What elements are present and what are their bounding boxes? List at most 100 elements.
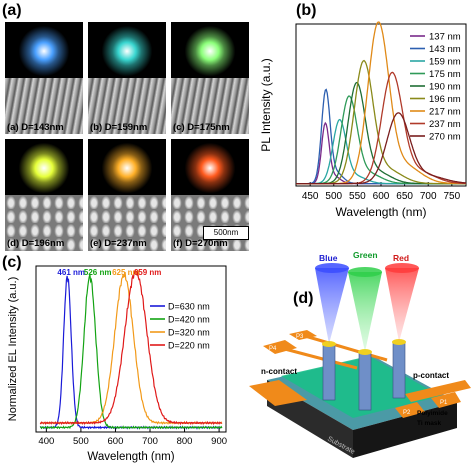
peak-label: 461 nm bbox=[57, 268, 85, 277]
scale-bar: 500nm bbox=[203, 226, 249, 240]
pad-p1 bbox=[431, 392, 461, 408]
x-tick-label: 700 bbox=[420, 191, 437, 202]
p4-label: P4 bbox=[269, 346, 277, 352]
panel-b: (b) 450 500 550 600 650 700 750 Wavelength (nm)… bbox=[250, 0, 474, 250]
polyimide-label: Polyimide bbox=[417, 410, 448, 417]
legend-label: D=630 nm bbox=[168, 302, 210, 312]
blue-beam bbox=[315, 268, 349, 344]
panel-b-label: (b) bbox=[296, 2, 317, 19]
legend-label: D=220 nm bbox=[168, 341, 210, 351]
pillar-red bbox=[392, 341, 406, 399]
trace-line bbox=[280, 346, 358, 370]
glow-image bbox=[5, 22, 83, 78]
legend-label: 190 nm bbox=[429, 82, 461, 93]
legend-label: 175 nm bbox=[429, 69, 461, 80]
x-tick-label: 500 bbox=[325, 191, 342, 202]
p2-label: P2 bbox=[403, 410, 411, 416]
micrograph-c bbox=[171, 22, 249, 134]
sem-image bbox=[171, 195, 249, 251]
p1-label: P1 bbox=[440, 400, 448, 406]
legend-label: 270 nm bbox=[429, 132, 461, 143]
glow-image bbox=[171, 22, 249, 78]
pillar-green bbox=[358, 351, 372, 411]
legend-label: 196 nm bbox=[429, 94, 461, 105]
pad-p4 bbox=[263, 340, 297, 354]
legend-label: 237 nm bbox=[429, 119, 461, 130]
p-contact-label: p-contact bbox=[413, 371, 449, 380]
micrograph-a bbox=[5, 22, 83, 134]
x-tick-label: 700 bbox=[142, 436, 158, 447]
panel-a: (a) (a) D=143nm (b) D=159nm (c) D=175nm … bbox=[0, 0, 250, 251]
el-spectra-chart: 400 500 600 700 800 900 Wavelength (nm) Normali… bbox=[7, 265, 227, 463]
p-contact-strip bbox=[405, 380, 471, 402]
y-axis-label: Normalized EL Intensity (a.u.) bbox=[7, 277, 19, 421]
x-axis-label: Wavelength (nm) bbox=[87, 451, 174, 463]
pl-spectra-chart: 450 500 550 600 650 700 750 Wavelength (nm) PL I… bbox=[259, 21, 467, 219]
series-line bbox=[39, 274, 223, 430]
panel-d: (d) Substrate bbox=[245, 252, 474, 476]
panel-d-label: (d) bbox=[293, 290, 314, 307]
legend-label: D=420 nm bbox=[168, 315, 210, 325]
substrate-side bbox=[353, 402, 457, 458]
green-beam bbox=[348, 272, 382, 352]
p3-label: P3 bbox=[296, 334, 304, 340]
blue-beam-top bbox=[315, 263, 349, 273]
y-axis-label: PL Intensity (a.u.) bbox=[259, 58, 273, 152]
caption-a: (a) D=143nm bbox=[7, 122, 64, 133]
red-beam bbox=[385, 268, 419, 342]
panel-c: (c) 400 500 600 700 800 900 Wavelength (nm) Nor… bbox=[0, 252, 245, 476]
peak-label: 625 nm bbox=[112, 268, 140, 277]
x-tick-label: 800 bbox=[177, 436, 193, 447]
sem-image bbox=[88, 78, 166, 134]
legend-label: 137 nm bbox=[429, 32, 461, 43]
caption-f: (f) D=270nm bbox=[173, 238, 228, 249]
red-label: Red bbox=[393, 253, 409, 263]
micrograph-d bbox=[5, 139, 83, 251]
series-line bbox=[296, 112, 467, 185]
x-tick-label: 750 bbox=[443, 191, 460, 202]
legend-label: D=320 nm bbox=[168, 328, 210, 338]
sem-image bbox=[5, 195, 83, 251]
x-tick-label: 600 bbox=[373, 191, 390, 202]
red-beam-top bbox=[385, 263, 419, 273]
scale-bar-label: 500nm bbox=[213, 228, 239, 237]
x-tick-label: 400 bbox=[38, 436, 54, 447]
glow-image bbox=[88, 22, 166, 78]
green-label: Green bbox=[353, 252, 378, 260]
pad-p2 bbox=[395, 402, 425, 418]
panel-a-label: (a) bbox=[2, 2, 22, 19]
x-tick-label: 450 bbox=[302, 191, 319, 202]
green-beam-top bbox=[348, 267, 382, 277]
caption-e: (e) D=237nm bbox=[90, 238, 147, 249]
glow-image bbox=[88, 139, 166, 195]
caption-d: (d) D=196nm bbox=[7, 238, 65, 249]
x-tick-label: 650 bbox=[396, 191, 413, 202]
legend-label: 143 nm bbox=[429, 44, 461, 55]
n-contact-label: n-contact bbox=[261, 367, 297, 376]
x-tick-label: 900 bbox=[211, 436, 227, 447]
caption-b: (b) D=159nm bbox=[90, 122, 148, 133]
x-axis-label: Wavelength (nm) bbox=[336, 205, 427, 219]
plot-frame bbox=[35, 265, 227, 433]
legend-label: 217 nm bbox=[429, 107, 461, 118]
glow-image bbox=[171, 139, 249, 195]
caption-c: (c) D=175nm bbox=[173, 122, 230, 133]
x-tick-label: 550 bbox=[349, 191, 366, 202]
series-line bbox=[39, 275, 223, 430]
sem-image bbox=[171, 78, 249, 134]
n-contact-strip bbox=[249, 380, 307, 406]
x-tick-label: 500 bbox=[73, 436, 89, 447]
sem-image bbox=[5, 78, 83, 134]
glow-image bbox=[5, 139, 83, 195]
x-tick-label: 600 bbox=[108, 436, 124, 447]
ti-mask-label: Ti mask bbox=[417, 420, 441, 427]
blue-label: Blue bbox=[319, 253, 338, 263]
legend-label: 159 nm bbox=[429, 57, 461, 68]
pillar-blue bbox=[322, 343, 336, 401]
peak-label: 526 nm bbox=[84, 268, 112, 277]
peak-label: 659 nm bbox=[134, 268, 162, 277]
trace-line bbox=[304, 334, 388, 362]
sem-image bbox=[88, 195, 166, 251]
micrograph-b bbox=[88, 22, 166, 134]
panel-c-label: (c) bbox=[2, 254, 22, 271]
